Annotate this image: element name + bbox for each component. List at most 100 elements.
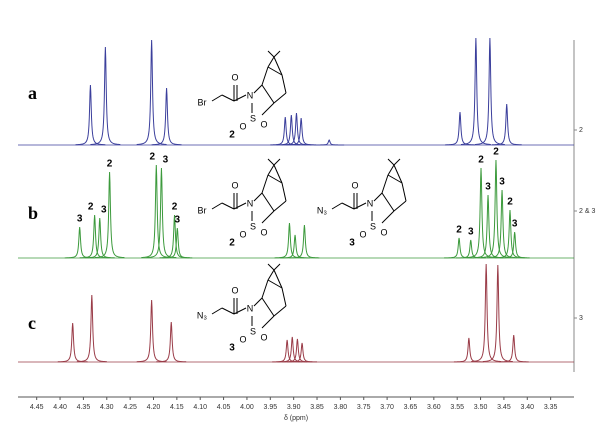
x-tick-label: 3.55 [450, 404, 464, 411]
peak [286, 117, 317, 146]
bond [393, 158, 401, 166]
x-tick-label: 4.25 [123, 404, 137, 411]
peak [162, 227, 193, 259]
bond [373, 192, 383, 202]
peak [474, 37, 505, 145]
bond [273, 305, 287, 317]
bond [261, 279, 269, 299]
peak [276, 114, 307, 146]
peak [491, 103, 522, 146]
peak-label: 2 [493, 147, 499, 158]
x-tick-label: 4.35 [77, 404, 91, 411]
x-tick-label: 4.20 [147, 404, 161, 411]
atom: O [351, 180, 358, 190]
x-tick-label: 4.10 [193, 404, 207, 411]
x-tick-label: 3.60 [427, 404, 441, 411]
peak [75, 84, 106, 146]
bond [381, 174, 389, 194]
peak [151, 87, 182, 146]
bond [393, 200, 407, 212]
peak [314, 139, 345, 146]
bond [353, 202, 367, 210]
x-tick-label: 3.45 [497, 404, 511, 411]
peak-label: 3 [512, 219, 518, 230]
bond [267, 279, 283, 289]
peak [480, 159, 511, 259]
peak [453, 337, 484, 363]
peak [460, 37, 491, 145]
structure-label: 3 [229, 343, 235, 354]
bond [273, 92, 287, 104]
peak-label: 2 [456, 225, 462, 236]
bond [267, 164, 275, 176]
peak [287, 342, 318, 363]
trace-name: a [28, 83, 37, 103]
peak [64, 226, 95, 259]
peak [471, 263, 502, 363]
bond [273, 263, 281, 271]
peak-label: 3 [163, 155, 169, 166]
peak [289, 224, 320, 259]
atom: O [260, 332, 267, 342]
trace-name: c [28, 313, 36, 333]
bond [267, 269, 275, 281]
bond [211, 94, 223, 102]
bond [261, 84, 275, 104]
bond [211, 202, 223, 210]
x-tick-label: 4.45 [30, 404, 44, 411]
peak [76, 294, 107, 363]
peak-label: 3 [485, 182, 491, 193]
atom: O [231, 72, 238, 82]
peak-label: 3 [499, 177, 505, 188]
right-label: 2 [579, 127, 583, 134]
peak [94, 171, 125, 259]
bond [221, 202, 235, 210]
peak [499, 231, 530, 259]
x-tick-label: 3.40 [520, 404, 534, 411]
right-label: 3 [579, 315, 583, 322]
atom: N [367, 198, 374, 208]
atom: O [380, 227, 387, 237]
peak [90, 46, 121, 146]
bond [267, 56, 275, 68]
peak-label: 3 [468, 227, 474, 238]
x-tick-label: 3.35 [544, 404, 558, 411]
x-tick-label: 4.40 [53, 404, 67, 411]
structure-label: 3 [349, 238, 355, 249]
atom: Br [198, 97, 207, 107]
bond [253, 192, 263, 202]
peak-label: 2 [150, 152, 156, 163]
bond [233, 94, 247, 102]
peak [487, 189, 518, 259]
atom: O [239, 334, 246, 344]
x-tick-label: 3.50 [474, 404, 488, 411]
atom: O [359, 229, 366, 239]
peak [498, 334, 529, 363]
peak [445, 111, 475, 146]
x-tick-label: 4.30 [100, 404, 114, 411]
peak [277, 336, 308, 363]
bond [331, 202, 343, 210]
peak-label: 2 [107, 159, 113, 170]
atom: O [260, 119, 267, 129]
atom: O [231, 285, 238, 295]
peak [455, 239, 486, 259]
x-tick-label: 3.80 [334, 404, 348, 411]
bond [393, 164, 403, 184]
structure-label: 2 [229, 238, 235, 249]
bond [273, 56, 283, 76]
bond [253, 297, 263, 307]
peak [136, 299, 167, 363]
trace-name: b [28, 203, 38, 223]
bond [267, 174, 283, 184]
bond [253, 84, 263, 94]
x-tick-label: 4.15 [170, 404, 184, 411]
x-tick-label: 3.75 [357, 404, 371, 411]
bond [261, 102, 275, 116]
x-axis-label: δ (ppm) [284, 415, 308, 422]
peak [79, 214, 110, 259]
peak [274, 222, 305, 259]
structure-label: 2 [229, 130, 235, 141]
